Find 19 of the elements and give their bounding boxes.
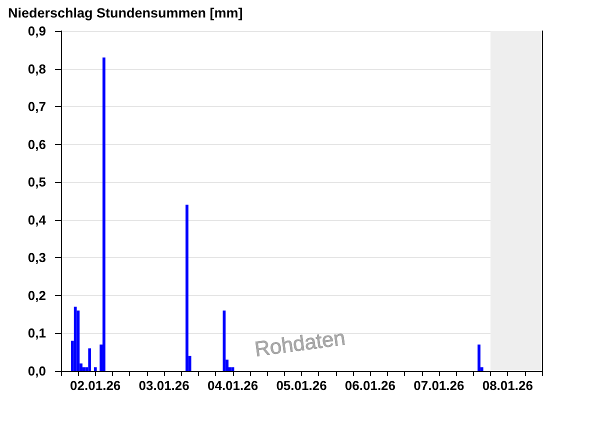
x-tick-label: 02.01.26 [70, 378, 121, 393]
y-tick-label: 0,8 [28, 61, 46, 76]
y-tick-label: 0,9 [28, 24, 46, 38]
y-tick-label: 0,7 [28, 99, 46, 114]
y-tick-label: 0,2 [28, 288, 46, 303]
y-tick-label: 0,4 [28, 212, 47, 228]
x-tick-label: 05.01.26 [276, 378, 327, 393]
y-tick-label: 0,5 [28, 174, 46, 190]
x-tick-label: 08.01.26 [482, 378, 533, 393]
x-tick-label: 06.01.26 [344, 378, 396, 393]
chart-title: Niederschlag Stundensummen [mm] [8, 6, 243, 20]
y-tick-label: 0,3 [28, 250, 46, 266]
y-tick-label: 0,1 [28, 326, 46, 341]
y-tick-label: 0,0 [28, 364, 46, 378]
annotation: Rohdaten [253, 326, 347, 362]
y-tick-label: 0,6 [28, 136, 46, 152]
x-tick-label: 04.01.26 [207, 378, 258, 393]
x-tick-label: 07.01.26 [414, 378, 464, 393]
x-tick-label: 03.01.26 [138, 378, 190, 393]
